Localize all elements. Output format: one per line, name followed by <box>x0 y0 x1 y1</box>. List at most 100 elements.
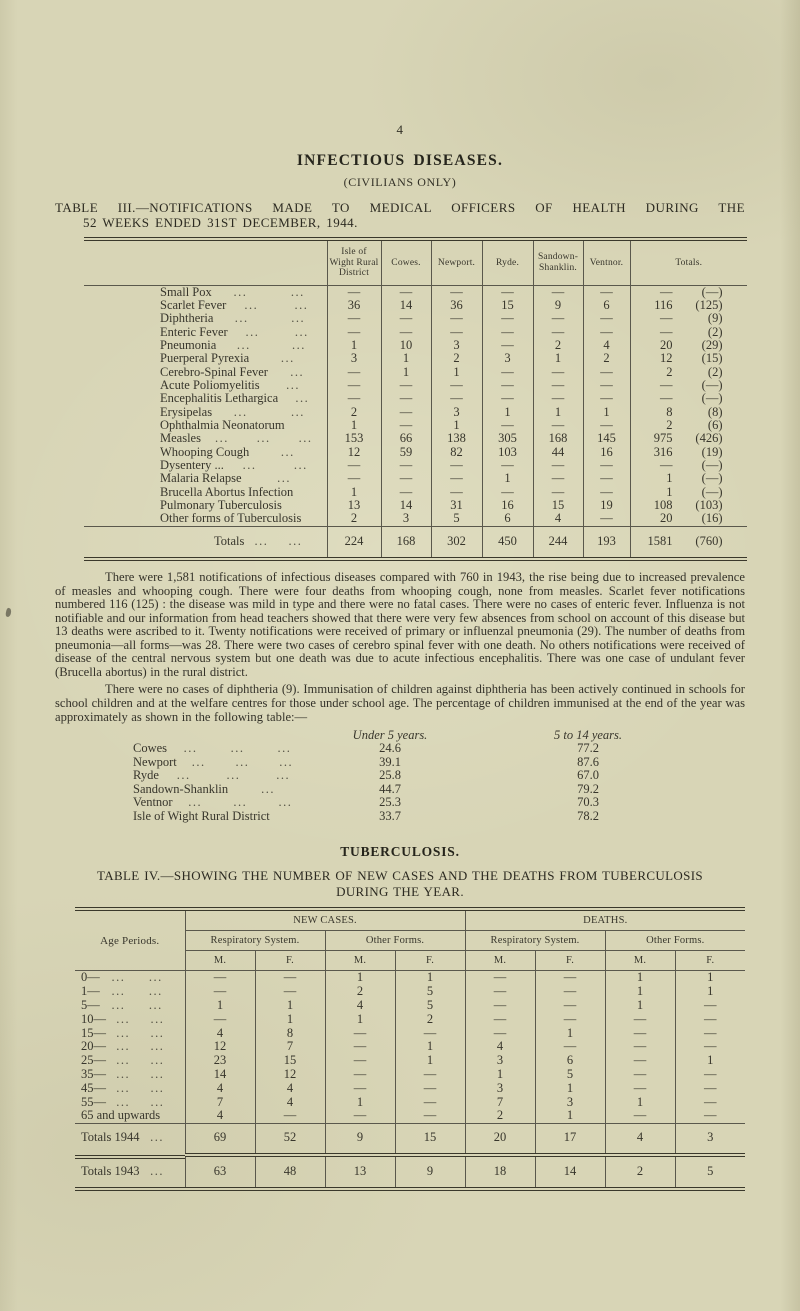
total-value: — <box>660 324 673 339</box>
age-label-cell: 10—...... <box>75 1012 185 1027</box>
totals-cell: — (—) <box>629 285 747 299</box>
table4-deaths-other: Other Forms. <box>604 930 746 952</box>
immunisation-header-row: Under 5 years. 5 to 14 years. <box>133 728 726 742</box>
age-label-cell: 5—...... <box>75 998 185 1013</box>
table4-body: 0—...... — —1 1— —1 1 1—...... — —2 5— —1 1 5—......… <box>75 970 746 1189</box>
row-label: Isle of Wight Rural District <box>133 808 270 823</box>
leader-dot-group: ... <box>277 741 292 756</box>
table3-col-newport: Newport. <box>430 239 482 285</box>
district-value-cell: 1 <box>326 338 381 353</box>
case-value-cell: 1 <box>674 984 746 999</box>
total-previous-year: (—) <box>701 471 723 486</box>
leader-dots: ...... <box>244 534 312 548</box>
total-previous-year: (103) <box>695 498 723 512</box>
disease-label-cell: Scarlet Fever...... <box>84 298 327 312</box>
total-value: 1 <box>666 471 673 486</box>
district-value-cell: 6 <box>582 298 630 313</box>
district-value-cell: — <box>481 325 533 339</box>
immunisation-row: Isle of Wight Rural District 33.7 78.2 <box>133 808 726 824</box>
5to14-value: 70.3 <box>577 795 599 810</box>
case-value-cell: — <box>464 984 536 999</box>
district-value-cell: — <box>532 365 583 379</box>
total-previous-year: (—) <box>701 457 723 472</box>
case-value-cell: 9 <box>394 1152 466 1189</box>
table3-row: Encephalitis Lethargica... — — — — — — — (—) <box>84 391 747 406</box>
age-label-cell: 20—...... <box>75 1040 185 1054</box>
table4-caption-line1: TABLE IV.—SHOWING THE NUMBER OF NEW CASE… <box>97 868 703 884</box>
district-value-cell: — <box>582 325 630 339</box>
case-value-cell: — <box>324 1026 395 1041</box>
case-value-cell: — <box>464 1012 536 1027</box>
leader-dot-group: ... <box>150 1025 165 1040</box>
5to14-value: 87.6 <box>577 754 599 769</box>
under5-value: 24.6 <box>379 741 401 756</box>
age-label-cell: 45—...... <box>75 1081 185 1096</box>
page-subtitle: (CIVILIANS ONLY) <box>343 175 457 189</box>
case-value-cell: — <box>324 1053 395 1068</box>
disease-label-cell: Totals...... <box>84 527 327 557</box>
leader-dots: ......... <box>159 769 308 783</box>
immunisation-table: Under 5 years. 5 to 14 years. Cowes.....… <box>133 728 726 823</box>
district-value-cell: 3 <box>430 338 482 353</box>
district-value-cell: — <box>430 471 482 486</box>
total-value: 20 <box>660 337 673 352</box>
district-value-cell: — <box>532 418 583 433</box>
table4-newcases-respiratory: Respiratory System. <box>184 930 325 952</box>
age-label-cell: Totals 1944... <box>75 1124 185 1153</box>
table3-row: Enteric Fever...... — — — — — — — (2) <box>84 324 747 339</box>
case-value-cell: 48 <box>254 1152 325 1189</box>
immunisation-col-under5: Under 5 years. <box>352 728 428 743</box>
table4-row: 15—...... 4 8— — —1— — <box>75 1025 746 1041</box>
age-label-cell: 55—...... <box>75 1095 185 1110</box>
row-label: Ryde <box>133 768 159 783</box>
district-value-cell: — <box>326 285 381 299</box>
district-value-cell: 10 <box>380 338 431 353</box>
row-label: 25— <box>81 1053 106 1068</box>
district-value-cell: 4 <box>582 338 630 353</box>
case-value-cell: — <box>324 1067 395 1082</box>
total-value: 2 <box>666 364 673 379</box>
leader-dots: ... <box>228 782 308 797</box>
table3-col-iwrd: Isle of Wight Rural District <box>326 239 381 285</box>
leader-dots: ...... <box>226 298 326 312</box>
case-value-cell: 1 <box>674 970 746 986</box>
case-value-cell: 14 <box>184 1067 255 1082</box>
district-label-cell: Sandown-Shanklin... <box>133 782 330 797</box>
leader-dots: ...... <box>106 1053 175 1068</box>
case-value-cell: — <box>254 1108 325 1124</box>
row-label: Small Pox <box>160 284 212 299</box>
leader-dot-group: ... <box>291 311 306 326</box>
totals-cell: 8 (8) <box>629 405 747 419</box>
table3-row: Measles......... 153 66 138 305 168 145 975 (426… <box>84 431 747 446</box>
district-value-cell: — <box>582 365 630 379</box>
case-value-cell: — <box>674 1040 746 1055</box>
case-value-cell: 15 <box>394 1123 466 1155</box>
table3-row: Erysipelas...... 2—3 1 1 1 8 (8) <box>84 405 747 419</box>
leader-dot-group: ... <box>290 364 305 379</box>
district-value-cell: 59 <box>380 445 431 459</box>
district-value-cell: — <box>532 378 583 393</box>
district-value-cell: — <box>582 485 630 499</box>
total-previous-year: (—) <box>701 484 723 499</box>
leader-dot-group: ... <box>280 351 295 366</box>
age-label-cell: 65 and upwards <box>75 1108 185 1123</box>
leader-dots: ...... <box>106 1012 175 1027</box>
district-value-cell: 168 <box>532 431 583 446</box>
case-value-cell: — <box>464 998 536 1013</box>
table4-totals-1943-row: Totals 1943... 63 48 13 9 18 14 2 5 <box>75 1152 746 1189</box>
table3-row: Malaria Relapse... — — —1— —1 (—) <box>84 471 747 486</box>
case-value-cell: — <box>534 998 606 1013</box>
table3-col-totals: Totals. <box>629 239 747 285</box>
case-value-cell: 1 <box>324 1012 395 1027</box>
case-value-cell: 1 <box>394 1040 466 1055</box>
5to14-value: 78.2 <box>577 808 599 823</box>
case-value-cell: — <box>464 970 536 986</box>
under5-value: 39.1 <box>379 754 401 769</box>
row-label: Enteric Fever <box>160 324 228 339</box>
case-value-cell: 1 <box>674 1053 746 1068</box>
leader-dot-group: ... <box>230 741 245 756</box>
district-value-cell: — <box>430 391 482 406</box>
case-value-cell: — <box>324 1081 395 1096</box>
case-value-cell: 7 <box>254 1040 325 1055</box>
totals-cell: — (9) <box>629 311 747 326</box>
